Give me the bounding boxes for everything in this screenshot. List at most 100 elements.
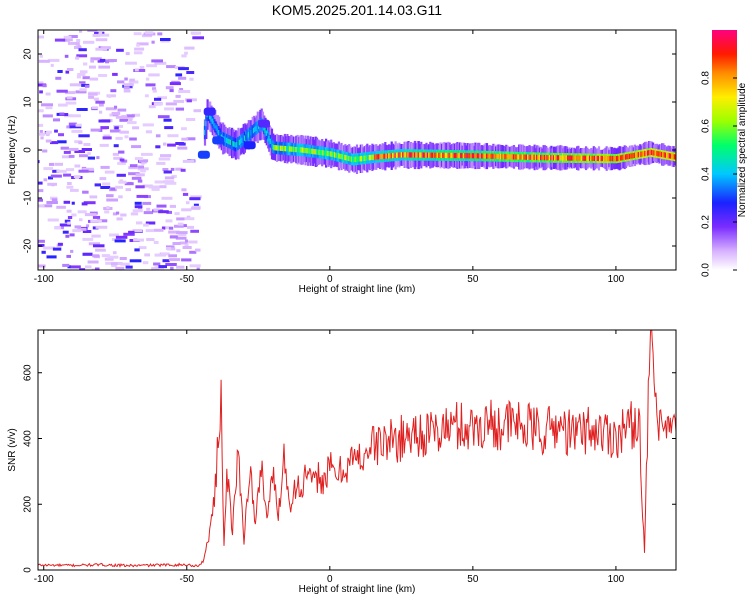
spectrogram-cell xyxy=(167,247,176,251)
spectrogram-cell xyxy=(315,149,319,155)
spectrogram-cell xyxy=(435,152,438,158)
spectrogram-cell xyxy=(91,234,101,238)
spectrogram-cell xyxy=(437,152,440,158)
spectrogram-cell xyxy=(272,144,275,150)
spectrogram-cell xyxy=(331,151,334,157)
spectrogram-cell xyxy=(290,146,293,152)
spectrogram-cell xyxy=(168,254,177,258)
spectrogram-cell xyxy=(169,82,181,86)
spectrogram-cell xyxy=(177,146,188,150)
spectrogram-cell xyxy=(224,137,227,143)
spectrogram-cell xyxy=(88,242,100,246)
spectrogram-cell xyxy=(614,156,617,162)
spectrogram-cell xyxy=(189,264,201,268)
spectrogram-cell xyxy=(156,161,166,165)
spectrogram-cell xyxy=(231,140,234,146)
spectrogram-cell xyxy=(393,152,396,159)
spectrogram-cell xyxy=(95,47,108,51)
spectrogram-cell xyxy=(157,115,170,119)
spectrogram-cell xyxy=(142,201,152,205)
spectrogram-cell xyxy=(77,73,86,76)
spectrogram-y-tick-label: 0 xyxy=(23,147,34,153)
spectrogram-cell xyxy=(98,31,103,35)
spectrogram-cell xyxy=(328,151,331,157)
spectrogram-cell xyxy=(211,118,214,124)
spectrogram-cell xyxy=(57,242,63,246)
spectrogram-cell xyxy=(488,153,491,159)
spectrogram-cell xyxy=(153,228,164,232)
spectrogram-cell xyxy=(579,155,583,161)
spectrogram-cell xyxy=(56,205,66,209)
spectrogram-cell xyxy=(581,155,584,161)
spectrogram-cell xyxy=(166,65,176,69)
spectrogram-cell xyxy=(38,198,43,202)
spectrogram-cell xyxy=(249,131,252,137)
spectrogram-cell xyxy=(127,121,137,125)
spectrogram-cell xyxy=(62,263,70,267)
spectrogram-cell xyxy=(189,77,194,81)
spectrogram-cell xyxy=(325,150,328,156)
spectrogram-cell xyxy=(191,31,196,35)
spectrogram-cell xyxy=(467,153,471,159)
spectrogram-cell xyxy=(194,31,200,35)
spectrogram-cell xyxy=(442,152,445,158)
spectrogram-cell xyxy=(464,153,467,159)
spectrogram-cell xyxy=(100,165,110,169)
spectrogram-cell xyxy=(98,65,110,69)
spectrogram-cell xyxy=(151,267,160,270)
spectrogram-cell xyxy=(74,164,81,168)
spectrogram-cell xyxy=(281,145,284,151)
spectrogram-cell xyxy=(132,209,143,213)
spectrogram-cell xyxy=(163,170,172,174)
figure-title: KOM5.2025.201.14.03.G11 xyxy=(272,2,442,18)
spectrogram-cell xyxy=(658,151,661,157)
spectrogram-cell xyxy=(154,180,164,184)
spectrogram-cell xyxy=(503,154,507,160)
spectrogram-cell xyxy=(215,125,218,131)
spectrogram-cell xyxy=(203,107,216,116)
spectrogram-y-tick-label: -10 xyxy=(23,190,34,205)
spectrogram-x-tick-label: -100 xyxy=(34,274,54,285)
spectrogram-cell xyxy=(479,153,482,159)
spectrogram-cell xyxy=(599,155,602,162)
spectrogram-cell xyxy=(115,185,123,189)
spectrogram-cell xyxy=(113,262,123,265)
spectrogram-cell xyxy=(120,262,130,266)
spectrogram-cell xyxy=(404,152,407,158)
spectrogram-cell xyxy=(641,151,644,157)
spectrogram-cell xyxy=(125,61,137,65)
spectrogram-cell xyxy=(137,167,149,171)
spectrogram-cell xyxy=(124,135,129,139)
spectrogram-cell xyxy=(670,153,673,159)
spectrogram-cell xyxy=(86,224,90,228)
spectrogram-cell xyxy=(480,153,483,159)
spectrogram-cell xyxy=(174,212,180,216)
spectrogram-cell xyxy=(251,129,254,135)
spectrogram-cell xyxy=(233,141,236,147)
spectrogram-cell xyxy=(586,155,589,161)
spectrogram-cell xyxy=(637,152,640,158)
spectrogram-cell xyxy=(78,48,87,52)
spectrogram-cell xyxy=(128,230,135,234)
spectrogram-cell xyxy=(42,84,47,88)
spectrogram-cell xyxy=(131,113,141,117)
spectrogram-cell xyxy=(38,160,40,164)
spectrogram-cell xyxy=(90,57,102,61)
spectrogram-cell xyxy=(565,155,568,161)
spectrogram-cell xyxy=(176,231,188,235)
spectrogram-cell xyxy=(576,155,579,161)
spectrogram-cell xyxy=(90,219,102,223)
spectrogram-cell xyxy=(191,206,201,210)
spectrogram-cell xyxy=(319,149,322,156)
spectrogram-cell xyxy=(572,155,575,161)
spectrogram-cell xyxy=(178,76,187,80)
snr-y-ticks: 0 200 400 600 xyxy=(23,364,676,573)
spectrogram-cell xyxy=(471,153,474,159)
spectrogram-cell xyxy=(123,83,134,87)
spectrogram-cell xyxy=(181,137,189,141)
spectrogram-cell xyxy=(151,59,163,63)
spectrogram-cell xyxy=(482,153,485,159)
spectrogram-cell xyxy=(431,152,434,158)
spectrogram-cell xyxy=(46,201,58,204)
spectrogram-cell xyxy=(75,90,87,94)
